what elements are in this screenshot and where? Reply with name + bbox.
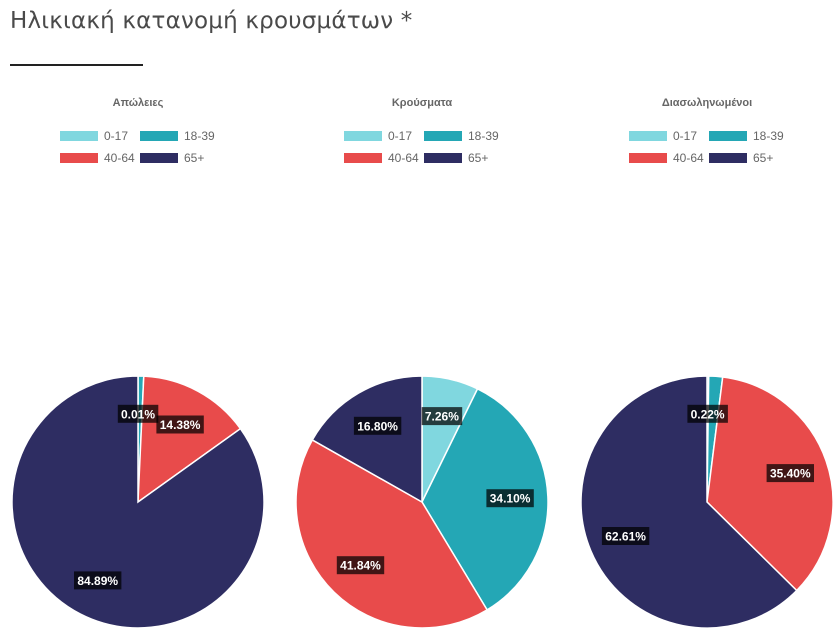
- legend-label[interactable]: 40-64: [104, 151, 135, 165]
- pie-slice[interactable]: [295, 438, 489, 629]
- legend-swatch[interactable]: [140, 131, 178, 141]
- legend-label[interactable]: 65+: [753, 151, 773, 165]
- pie-slice[interactable]: [580, 375, 798, 629]
- chart-title: Κρούσματα: [392, 97, 452, 109]
- legend-label[interactable]: 18-39: [184, 129, 215, 143]
- data-label: 84.89%: [77, 574, 118, 588]
- legend-label[interactable]: 18-39: [753, 129, 784, 143]
- pie-slice[interactable]: [421, 387, 549, 611]
- legend-swatch[interactable]: [60, 131, 98, 141]
- data-label: 16.80%: [357, 419, 398, 433]
- legend-swatch[interactable]: [60, 153, 98, 163]
- pie-chart-intubated: Διασωληνωμένοι 0-17 18-39 40-64 65+ 0.22% 35.4…: [580, 97, 834, 629]
- legend-label[interactable]: 40-64: [673, 151, 704, 165]
- pie-chart-deaths: Απώλειες 0-17 18-39 40-64 65+ 0.01% 14.38% 84.8…: [11, 97, 265, 629]
- legend-swatch[interactable]: [709, 131, 747, 141]
- legend-swatch[interactable]: [629, 153, 667, 163]
- data-label-bg: [486, 489, 534, 508]
- legend-swatch[interactable]: [629, 131, 667, 141]
- legend-swatch[interactable]: [709, 153, 747, 163]
- data-label-bg: [601, 527, 650, 545]
- pie-slice[interactable]: [706, 376, 834, 592]
- chart-title: Διασωληνωμένοι: [662, 97, 752, 109]
- data-label-bg: [74, 571, 122, 590]
- legend-swatch[interactable]: [140, 153, 178, 163]
- pie-slice[interactable]: [11, 375, 265, 629]
- data-label-bg: [687, 404, 728, 423]
- chart-title: Απώλειες: [113, 97, 164, 109]
- data-label: 7.26%: [425, 410, 459, 424]
- legend-label[interactable]: 65+: [184, 151, 204, 165]
- data-label-bg: [117, 404, 159, 423]
- data-label-bg: [336, 556, 385, 575]
- pie-chart-cases: Κρούσματα 0-17 18-39 40-64 65+ 7.26% 34.10% 41.…: [295, 97, 549, 629]
- pie-slice[interactable]: [311, 375, 423, 504]
- data-label-bg: [766, 464, 814, 483]
- legend-swatch[interactable]: [344, 131, 382, 141]
- data-label: 41.84%: [340, 559, 381, 573]
- data-label: 0.22%: [691, 407, 725, 421]
- page-title: Ηλικιακή κατανομή κρουσμάτων *: [10, 8, 413, 34]
- title-underline: [10, 64, 143, 66]
- data-label-bg: [156, 415, 204, 434]
- legend-label[interactable]: 0-17: [104, 129, 128, 143]
- legend-swatch[interactable]: [344, 153, 382, 163]
- legend-swatch[interactable]: [424, 153, 462, 163]
- data-label: 35.40%: [770, 467, 811, 481]
- data-label: 0.01%: [121, 407, 155, 421]
- legend-swatch[interactable]: [424, 131, 462, 141]
- pie-slice[interactable]: [137, 375, 242, 504]
- legend-label[interactable]: 0-17: [388, 129, 412, 143]
- legend-label[interactable]: 18-39: [468, 129, 499, 143]
- data-label: 62.61%: [605, 530, 646, 544]
- data-label: 14.38%: [160, 418, 201, 432]
- legend-label[interactable]: 0-17: [673, 129, 697, 143]
- legend-label[interactable]: 40-64: [388, 151, 419, 165]
- legend-label[interactable]: 65+: [468, 151, 488, 165]
- data-label-bg: [421, 407, 463, 426]
- data-label-bg: [353, 416, 402, 435]
- data-label: 34.10%: [490, 492, 531, 506]
